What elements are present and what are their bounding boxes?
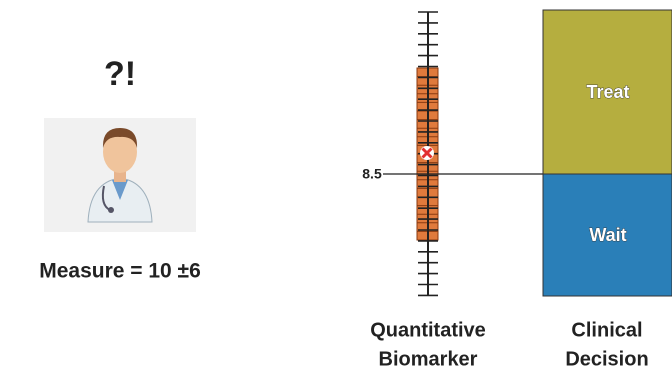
diagram: ?! Measure = 10 ±6 8.5 Treat Wait Quanti… (0, 0, 672, 377)
treat-label: Treat (586, 82, 629, 102)
decision-title: Clinical (571, 319, 642, 341)
caption: Measure = 10 ±6 (39, 260, 201, 283)
biomarker-title: Quantitative (370, 319, 486, 341)
doctor-icon (44, 118, 196, 232)
biomarker-title: Biomarker (379, 348, 478, 370)
wait-label: Wait (589, 225, 626, 245)
heading: ?! (104, 55, 136, 93)
decision-title: Decision (565, 348, 648, 370)
measure-marker (420, 146, 434, 160)
threshold-label: 8.5 (362, 166, 382, 182)
